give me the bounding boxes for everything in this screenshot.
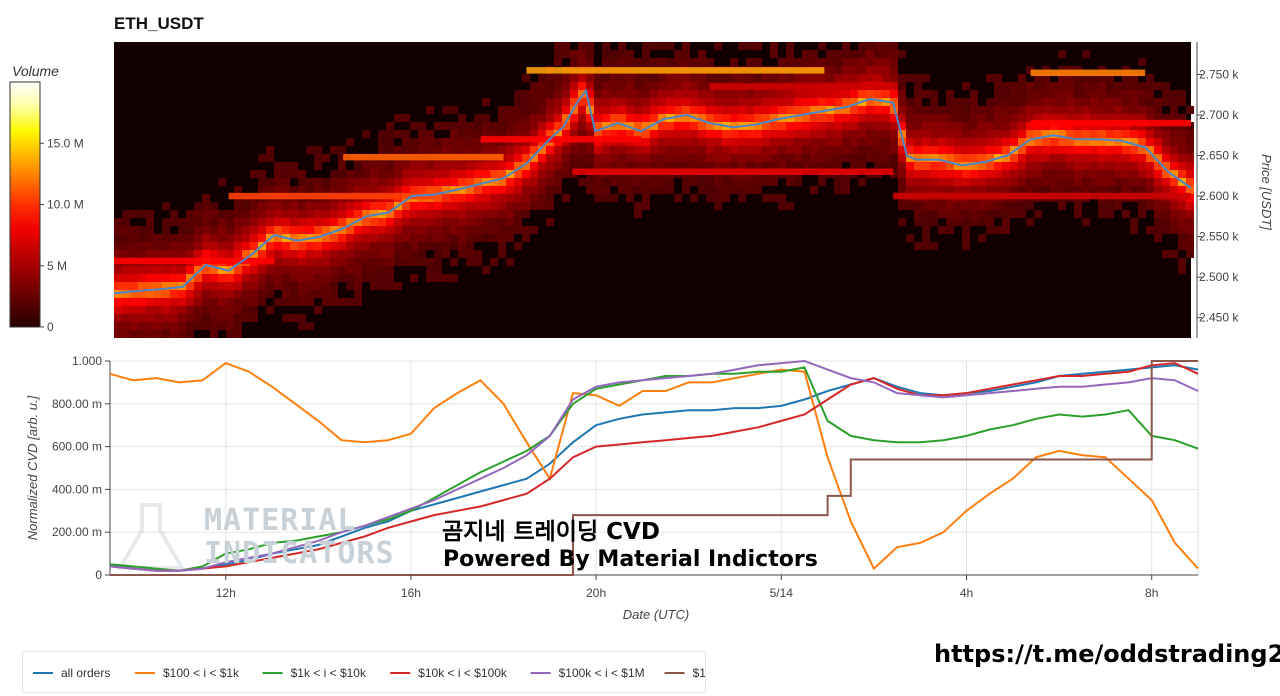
cvd-x-tick-label: 20h: [586, 586, 606, 600]
cvd-y-tick-label: 200.00 m: [52, 525, 102, 539]
colorbar-tick-label: 5 M: [47, 259, 67, 273]
cvd-x-tick-label: 8h: [1145, 586, 1158, 600]
cvd-x-tick-label: 16h: [401, 586, 421, 600]
legend-label[interactable]: $1M < i < $10M: [693, 666, 776, 680]
cvd-series-line: [109, 364, 1199, 572]
cvd-y-tick-label: 1.000: [72, 354, 102, 368]
liquidity-band: [343, 153, 504, 161]
liquidity-band: [709, 83, 894, 90]
liquidity-band: [1030, 119, 1191, 127]
watermark-line1: 곰지네 트레이딩 CVD: [442, 519, 660, 545]
telegram-link[interactable]: https://t.me/oddstrading2: [934, 640, 1280, 668]
cvd-y-tick-label: 600.00 m: [52, 440, 102, 454]
material-indicators-logo: MATERIAL INDICATORS: [204, 504, 395, 570]
cvd-series-line: [110, 360, 1198, 576]
price-tick-label: 2.650 k: [1199, 149, 1239, 163]
legend-label[interactable]: $10k < i < $100k: [418, 666, 508, 680]
legend-label[interactable]: $1k < i < $10k: [291, 666, 367, 680]
cvd-y-tick-label: 800.00 m: [52, 397, 102, 411]
cvd-x-tick-label: 5/14: [770, 586, 794, 600]
legend-items[interactable]: all orders $100 < i < $1k $1k < i < $10k $1…: [23, 652, 776, 692]
price-tick-label: 2.700 k: [1199, 108, 1239, 122]
liquidity-band: [572, 168, 894, 175]
colorbar-tick-label: 10.0 M: [47, 198, 84, 212]
price-tick-label: 2.600 k: [1199, 189, 1239, 203]
liquidity-band: [480, 136, 642, 143]
cvd-y-axis-label: Normalized CVD [arb. u.]: [25, 395, 40, 540]
cvd-plot-area: [109, 360, 1199, 576]
legend-label[interactable]: $100 < i < $1k: [163, 666, 240, 680]
liquidity-band: [114, 257, 275, 265]
price-tick-label: 2.550 k: [1199, 230, 1239, 244]
liquidity-band: [1030, 69, 1146, 77]
watermark-line2: Powered By Material Indictors: [443, 547, 818, 572]
cvd-x-tick-label: 12h: [216, 586, 236, 600]
heatmap-cells: [114, 42, 1194, 338]
cvd-series-line: [109, 359, 1199, 572]
price-axis-label: Price [USDT]: [1259, 154, 1274, 230]
chart-title: ETH_USDT: [114, 14, 204, 33]
cvd-series-line: [109, 366, 1199, 572]
cvd-y-tick-label: 400.00 m: [52, 482, 102, 496]
liquidity-band: [893, 192, 1191, 200]
cvd-x-tick-label: 4h: [960, 586, 973, 600]
cvd-series-line: [109, 361, 1199, 571]
flask-icon: [116, 503, 186, 570]
liquidity-band: [526, 67, 825, 74]
price-tick-label: 2.750 k: [1199, 67, 1239, 81]
liquidity-band: [228, 192, 435, 200]
colorbar-title: Volume: [12, 63, 59, 79]
logo-line1: MATERIAL: [204, 503, 357, 538]
colorbar-tick-label: 0: [47, 320, 54, 334]
legend[interactable]: all orders $100 < i < $1k $1k < i < $10k $1…: [22, 651, 776, 693]
logo-line2: INDICATORS: [204, 536, 395, 571]
cvd-series-line: [109, 362, 1199, 572]
legend-label[interactable]: all orders: [61, 666, 110, 680]
cvd-x-axis-label: Date (UTC): [623, 607, 689, 622]
price-tick-label: 2.500 k: [1199, 270, 1239, 284]
price-tick-label: 2.450 k: [1199, 311, 1239, 325]
cvd-y-tick-label: 0: [95, 568, 102, 582]
colorbar-tick-label: 15.0 M: [47, 136, 84, 150]
price-line: [113, 88, 1192, 295]
legend-label[interactable]: $100k < i < $1M: [559, 666, 645, 680]
colorbar: [9, 81, 41, 328]
